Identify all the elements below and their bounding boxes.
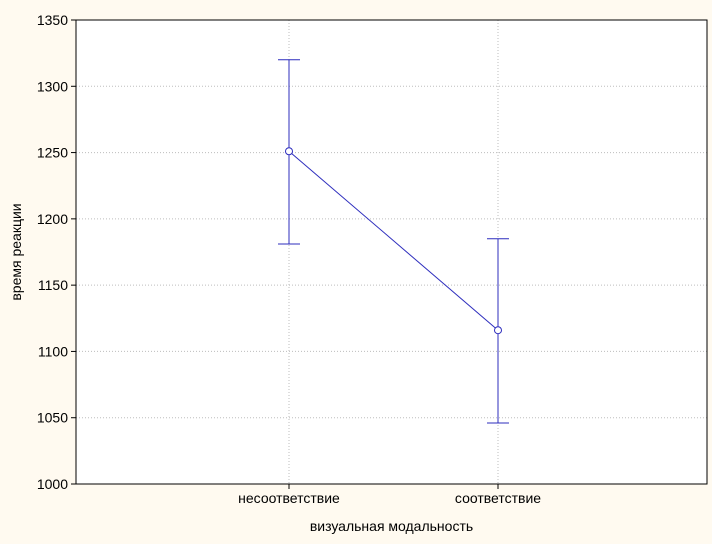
axes: [71, 19, 708, 489]
series-line: [288, 150, 499, 331]
y-tick-label: 1250: [37, 145, 68, 161]
y-tick-label: 1200: [37, 211, 68, 227]
data-point: [285, 147, 293, 156]
y-tick-label: 1050: [37, 410, 68, 426]
x-tick-label: несоответствие: [238, 490, 340, 506]
x-tick-label: соответствие: [455, 490, 541, 506]
x-tick-labels: несоответствие соответствие: [238, 490, 541, 506]
plot-frame: [75, 19, 708, 485]
plot-area: [76, 20, 707, 484]
x-axis-label: визуальная модальность: [310, 518, 473, 534]
y-axis-label: время реакции: [8, 203, 24, 300]
y-tick-label: 1100: [38, 343, 68, 359]
y-tick-label: 1000: [37, 476, 68, 492]
series-0: [278, 59, 509, 424]
y-tick-label: 1150: [38, 277, 68, 293]
y-tick-label: 1350: [37, 12, 68, 28]
data-point: [494, 326, 502, 335]
y-tick-label: 1300: [37, 78, 68, 94]
y-tick-labels: 1000 1050 1100 1150 1200 1250 1300 1350: [37, 12, 68, 492]
